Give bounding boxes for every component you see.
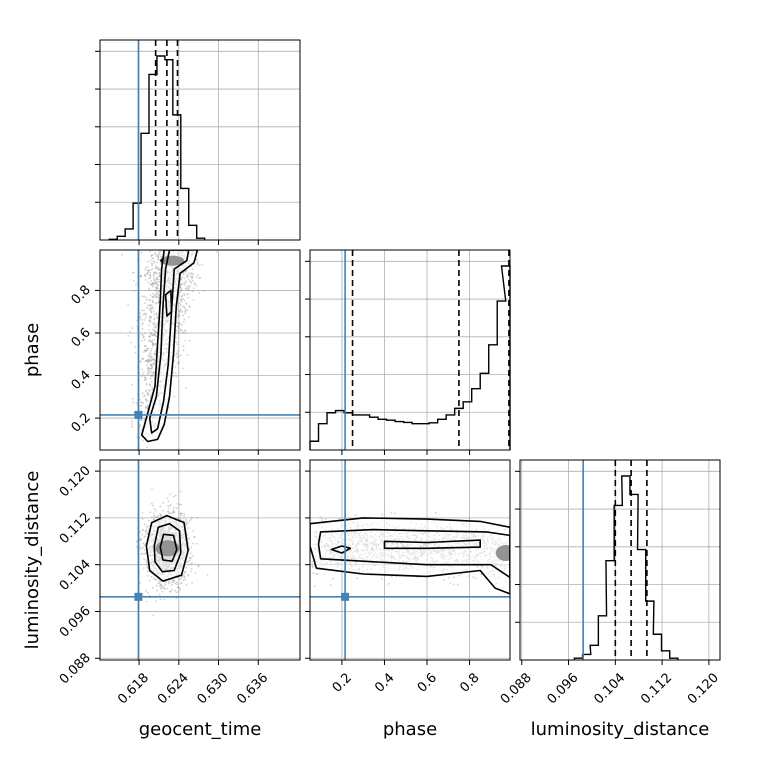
truth-point: [341, 592, 350, 601]
panel-luminosity-distance-vs-phase: [305, 459, 511, 665]
panel-frame: [99, 249, 301, 451]
x-tick-label-luminosity-distance: 0.096: [545, 670, 582, 707]
panel-hist-luminosity-distance: [515, 459, 721, 665]
x-tick-label-phase: 0.8: [457, 670, 482, 695]
x-axis-label-phase: phase: [383, 719, 437, 740]
truth-marker: [100, 460, 300, 660]
y-tick-label-phase: 0.2: [69, 410, 94, 435]
contour-level-1: [153, 522, 182, 573]
density-contours: [310, 517, 510, 595]
contour-level-1: [148, 250, 190, 434]
x-tick-label-luminosity-distance: 0.112: [638, 670, 675, 707]
histogram-step: [573, 475, 679, 660]
panel-background: [520, 460, 720, 660]
truth-marker: [310, 460, 510, 660]
panel-frame: [99, 459, 301, 661]
contour-level-3: [330, 545, 352, 554]
y-tick-label-luminosity-distance: 0.112: [57, 510, 94, 547]
contour-level-2: [159, 533, 178, 563]
x-tick-label-geocent-time: 0.624: [155, 670, 192, 707]
x-tick-label-geocent-time: 0.636: [234, 670, 271, 707]
contour-level-2: [164, 289, 173, 317]
panel-hist-geocent-time: [95, 39, 301, 245]
x-tick-label-phase: 0.6: [415, 670, 440, 695]
contour-level-1: [317, 528, 510, 579]
y-axis-label-luminosity-distance: luminosity_distance: [22, 471, 43, 650]
contour-level-2: [383, 539, 482, 550]
truth-point: [134, 592, 143, 601]
panel-frame: [519, 459, 721, 661]
y-tick-label-phase: 0.4: [69, 368, 94, 393]
x-tick-label-phase: 0.4: [372, 670, 397, 695]
y-tick-label-luminosity-distance: 0.104: [57, 557, 94, 594]
y-tick-label-phase: 0.8: [69, 283, 94, 308]
density-contours: [145, 514, 189, 582]
y-axis-label-phase: phase: [22, 323, 43, 377]
panel-background: [100, 250, 300, 450]
panel-hist-phase: [305, 249, 511, 455]
panel-phase-vs-geocent-time: [95, 249, 301, 455]
density-contours: [140, 250, 199, 443]
x-axis-label-luminosity-distance: luminosity_distance: [531, 719, 710, 740]
x-tick-label-phase: 0.2: [330, 670, 355, 695]
y-tick-label-phase: 0.6: [69, 325, 94, 350]
y-tick-label-luminosity-distance: 0.088: [57, 650, 94, 687]
x-tick-label-luminosity-distance: 0.088: [498, 670, 535, 707]
truth-point: [134, 410, 143, 419]
panel-frame: [309, 249, 511, 451]
panel-background: [100, 460, 300, 660]
x-tick-label-geocent-time: 0.630: [195, 670, 232, 707]
histogram-step: [108, 55, 206, 240]
x-axis-label-geocent-time: geocent_time: [139, 719, 262, 740]
panel-frame: [99, 39, 301, 241]
y-tick-label-luminosity-distance: 0.120: [57, 463, 94, 500]
truth-marker: [100, 250, 300, 450]
y-tick-label-luminosity-distance: 0.096: [57, 604, 94, 641]
panel-background: [100, 40, 300, 240]
x-tick-label-luminosity-distance: 0.120: [685, 670, 722, 707]
panel-frame: [309, 459, 511, 661]
panel-background: [310, 250, 510, 450]
contour-level-0: [310, 517, 510, 595]
panel-luminosity-distance-vs-geocent-time: [95, 459, 301, 665]
x-tick-label-luminosity-distance: 0.104: [591, 670, 628, 707]
x-tick-label-geocent-time: 0.618: [115, 670, 152, 707]
histogram-step: [309, 265, 511, 450]
